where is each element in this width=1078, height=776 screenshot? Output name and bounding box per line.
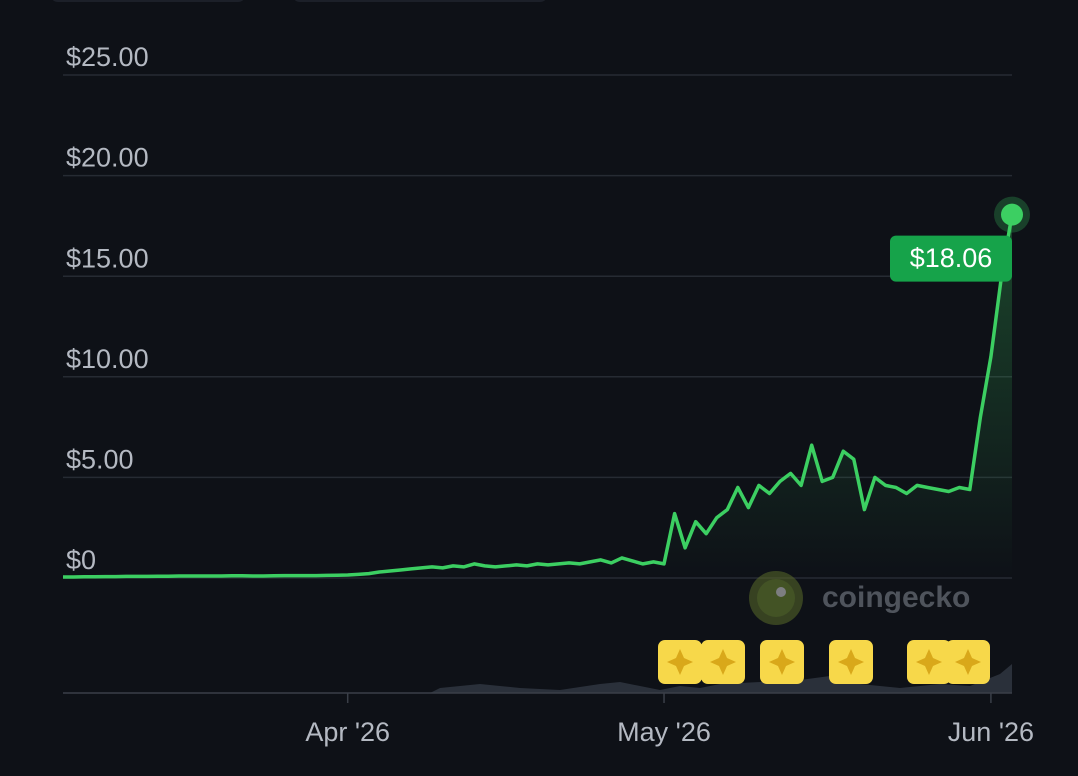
y-tick-label: $25.00 bbox=[66, 42, 149, 72]
grid: $0 $5.00 $10.00 $15.00 $20.00 $25.00 Apr '26 Ma… bbox=[63, 42, 1034, 747]
y-tick-label: $0 bbox=[66, 545, 96, 575]
watermark: coingecko bbox=[822, 581, 970, 614]
price-line bbox=[63, 214, 1014, 579]
y-tick-label: $5.00 bbox=[66, 445, 134, 475]
tab[interactable] bbox=[50, 0, 246, 2]
price-label: $18.06 bbox=[910, 243, 993, 273]
y-tick-label: $10.00 bbox=[66, 344, 149, 374]
tab[interactable] bbox=[292, 0, 548, 2]
area bbox=[63, 214, 1012, 578]
x-tick-label: Jun '26 bbox=[948, 717, 1034, 747]
watermark-logo bbox=[749, 571, 803, 625]
x-tick-label: May '26 bbox=[617, 717, 711, 747]
last-point bbox=[1001, 203, 1023, 226]
plot: $18.06 bbox=[63, 196, 1030, 579]
volume-silhouette bbox=[430, 664, 1012, 693]
price-label-box bbox=[890, 235, 1012, 282]
event-icons[interactable] bbox=[658, 640, 990, 684]
y-tick-label: $15.00 bbox=[66, 243, 149, 273]
x-tick-label: Apr '26 bbox=[305, 717, 390, 747]
y-tick-label: $20.00 bbox=[66, 143, 149, 173]
